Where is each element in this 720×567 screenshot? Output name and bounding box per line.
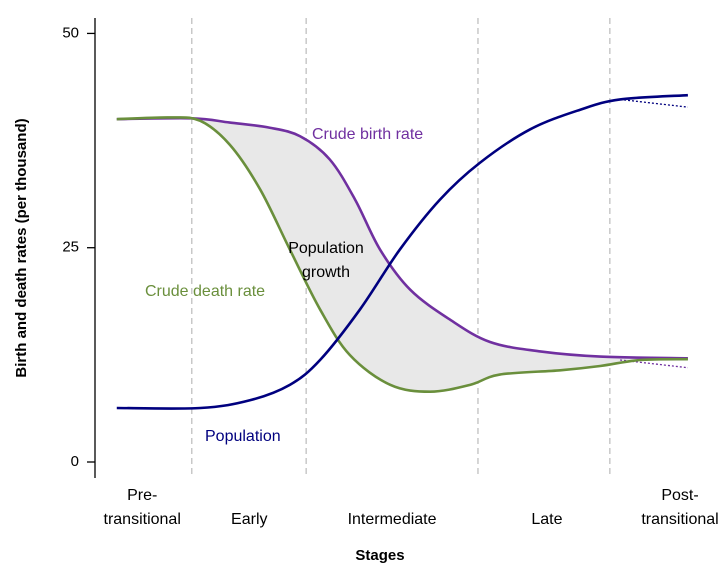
series-label: Crude birth rate [312, 126, 423, 143]
series-label: Crude death rate [145, 283, 265, 300]
stage-label: transitional [104, 511, 181, 528]
y-tick-label: 25 [62, 239, 79, 256]
series-line [116, 116, 688, 394]
annotation: Population [288, 240, 364, 257]
stage-label: transitional [641, 511, 718, 528]
x-axis-label: Stages [355, 547, 404, 564]
series-line [116, 116, 688, 360]
stage-label: Pre- [127, 487, 157, 504]
annotation: growth [302, 264, 350, 281]
series-line [116, 93, 688, 410]
projection-line [620, 359, 688, 369]
growth-area [116, 117, 688, 392]
stage-label: Intermediate [348, 511, 437, 528]
projection-line [620, 98, 688, 108]
y-tick-label: 50 [62, 24, 79, 41]
series-label: Population [205, 428, 281, 445]
y-axis-label: Birth and death rates (per thousand) [13, 118, 30, 377]
y-tick-label: 0 [71, 453, 79, 470]
stage-label: Late [531, 511, 562, 528]
stage-label: Post- [661, 487, 698, 504]
stage-label: Early [231, 511, 267, 528]
